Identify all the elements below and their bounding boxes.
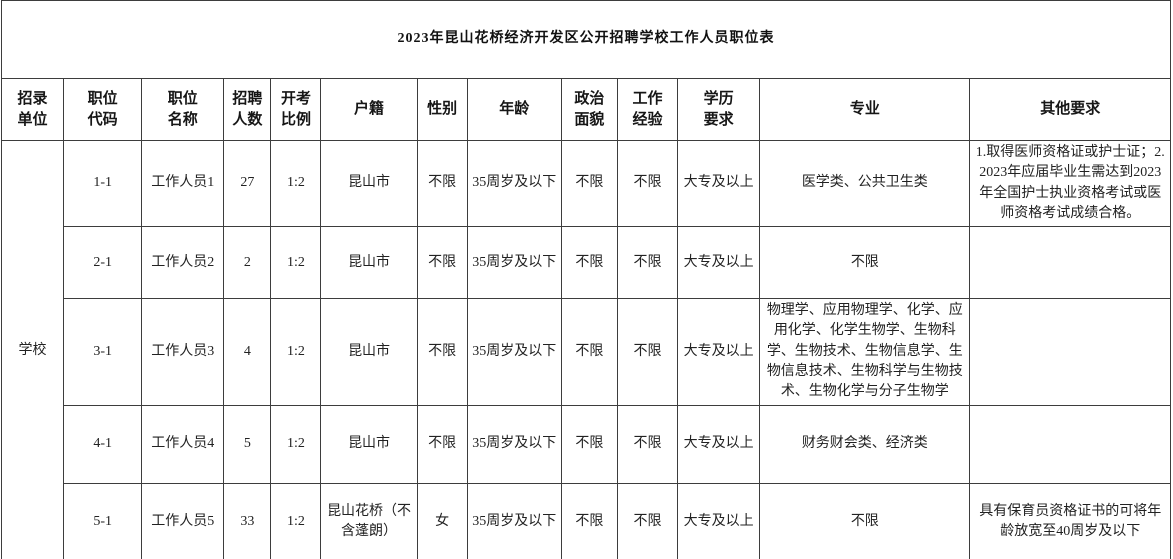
cell-major: 医学类、公共卫生类 (759, 139, 971, 228)
cell-position-code: 2-1 (63, 226, 143, 300)
header-major: 专业 (759, 78, 971, 141)
cell-residence: 昆山市 (320, 226, 418, 300)
table-row: 5-1 工作人员5 33 1:2 昆山花桥（不含蓬朗） 女 35周岁及以下 不限… (2, 482, 1171, 559)
cell-gender: 不限 (416, 139, 468, 228)
cell-residence: 昆山市 (320, 298, 418, 406)
table-row: 学校 1-1 工作人员1 27 1:2 昆山市 不限 35周岁及以下 不限 不限… (0, 139, 1171, 559)
cell-exam-ratio: 1:2 (270, 226, 322, 300)
cell-work-experience: 不限 (616, 298, 679, 406)
header-residence: 户籍 (320, 78, 418, 141)
header-gender: 性别 (416, 78, 468, 141)
header-age: 年龄 (466, 78, 562, 141)
cell-other-requirements (969, 404, 1171, 484)
cell-education: 大专及以上 (677, 139, 761, 228)
cell-other-requirements: 具有保育员资格证书的可将年龄放宽至40周岁及以下 (969, 482, 1171, 559)
cell-major: 物理学、应用物理学、化学、应用化学、化学生物学、生物科学、生物技术、生物信息学、… (759, 298, 971, 406)
cell-position-name: 工作人员1 (141, 139, 225, 228)
cell-age: 35周岁及以下 (466, 404, 562, 484)
cell-political-status: 不限 (560, 404, 618, 484)
cell-age: 35周岁及以下 (466, 226, 562, 300)
cell-headcount: 4 (223, 298, 272, 406)
cell-residence: 昆山花桥（不含蓬朗） (320, 482, 418, 559)
cell-exam-ratio: 1:2 (270, 404, 322, 484)
cell-education: 大专及以上 (677, 482, 761, 559)
cell-political-status: 不限 (560, 226, 618, 300)
table-row: 4-1 工作人员4 5 1:2 昆山市 不限 35周岁及以下 不限 不限 大专及… (2, 404, 1171, 484)
header-political-status: 政治 面貌 (560, 78, 618, 141)
cell-headcount: 5 (223, 404, 272, 484)
cell-work-experience: 不限 (616, 482, 679, 559)
cell-age: 35周岁及以下 (466, 139, 562, 228)
cell-exam-ratio: 1:2 (270, 482, 322, 559)
cell-age: 35周岁及以下 (466, 482, 562, 559)
cell-residence: 昆山市 (320, 404, 418, 484)
cell-other-requirements: 1.取得医师资格证或护士证；2.2023年应届毕业生需达到2023年全国护士执业… (969, 139, 1171, 228)
cell-headcount: 27 (223, 139, 272, 228)
cell-work-experience: 不限 (616, 139, 679, 228)
page-title: 2023年昆山花桥经济开发区公开招聘学校工作人员职位表 (1, 0, 1171, 79)
cell-position-code: 1-1 (63, 139, 143, 228)
header-recruiting-unit: 招录 单位 (0, 78, 65, 141)
cell-gender: 不限 (416, 404, 468, 484)
table-row: 2-1 工作人员2 2 1:2 昆山市 不限 35周岁及以下 不限 不限 大专及… (2, 226, 1171, 300)
header-exam-ratio: 开考 比例 (270, 78, 322, 141)
header-headcount: 招聘 人数 (223, 78, 272, 141)
cell-exam-ratio: 1:2 (270, 139, 322, 228)
cell-recruiting-unit: 学校 (0, 140, 65, 559)
header-education: 学历 要求 (677, 78, 761, 141)
cell-residence: 昆山市 (320, 139, 418, 228)
cell-political-status: 不限 (560, 298, 618, 406)
header-position-name: 职位 名称 (141, 78, 225, 141)
cell-position-code: 3-1 (63, 298, 143, 406)
cell-gender: 女 (416, 482, 468, 559)
cell-political-status: 不限 (560, 482, 618, 559)
cell-gender: 不限 (416, 298, 468, 406)
cell-major: 不限 (759, 226, 971, 300)
cell-position-code: 4-1 (63, 404, 143, 484)
table-header-row: 招录 单位 职位 代码 职位 名称 招聘 人数 开考 比例 户籍 性别 年龄 政… (0, 78, 1171, 141)
title-row: 2023年昆山花桥经济开发区公开招聘学校工作人员职位表 (1, 0, 1171, 79)
cell-position-name: 工作人员4 (141, 404, 225, 484)
cell-work-experience: 不限 (616, 404, 679, 484)
cell-political-status: 不限 (560, 139, 618, 228)
cell-major: 财务财会类、经济类 (759, 404, 971, 484)
cell-education: 大专及以上 (677, 404, 761, 484)
cell-headcount: 33 (223, 482, 272, 559)
cell-other-requirements (969, 226, 1171, 300)
cell-education: 大专及以上 (677, 298, 761, 406)
header-other-requirements: 其他要求 (969, 78, 1171, 141)
cell-position-name: 工作人员3 (141, 298, 225, 406)
cell-headcount: 2 (223, 226, 272, 300)
cell-position-code: 5-1 (63, 482, 143, 559)
cell-work-experience: 不限 (616, 226, 679, 300)
cell-major: 不限 (759, 482, 971, 559)
cell-gender: 不限 (416, 226, 468, 300)
header-work-experience: 工作 经验 (616, 78, 679, 141)
header-position-code: 职位 代码 (63, 78, 143, 141)
cell-other-requirements (969, 298, 1171, 406)
cell-position-name: 工作人员2 (141, 226, 225, 300)
cell-education: 大专及以上 (677, 226, 761, 300)
cell-exam-ratio: 1:2 (270, 298, 322, 406)
table-row: 3-1 工作人员3 4 1:2 昆山市 不限 35周岁及以下 不限 不限 大专及… (2, 298, 1171, 406)
cell-position-name: 工作人员5 (141, 482, 225, 559)
cell-age: 35周岁及以下 (466, 298, 562, 406)
